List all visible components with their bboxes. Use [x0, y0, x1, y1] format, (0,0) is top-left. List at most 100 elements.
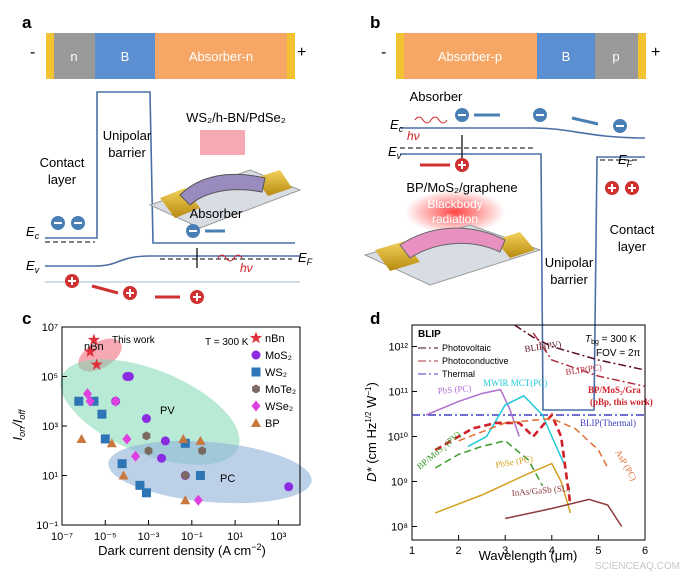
subscript: c [399, 124, 404, 134]
axis-title-part: I [10, 436, 25, 440]
line [434, 439, 544, 487]
symbol: E [618, 152, 627, 167]
barrier-label: Unipolar [103, 128, 152, 143]
line-label: PbS (PC) [437, 383, 472, 396]
point [111, 395, 121, 407]
contact-label: layer [48, 172, 77, 187]
point [97, 409, 107, 419]
line [532, 332, 645, 388]
legend-label: Photovoltaic [442, 343, 492, 353]
x-axis-title: Dark current density (A cm−2) [98, 542, 266, 558]
light [200, 130, 245, 155]
line-note: (pBp, this work) [590, 397, 653, 407]
x-tick-label: 2 [456, 545, 462, 557]
symbol: E [390, 117, 399, 132]
axis-title-part: (cm Hz [364, 423, 379, 468]
annotation: This work [112, 335, 156, 346]
axis-title-part: ) [262, 543, 266, 558]
point [178, 433, 189, 443]
radiation-label: Blackbody [427, 197, 482, 211]
contact-label: Contact [610, 222, 655, 237]
legend-label: WSe₂ [265, 401, 293, 413]
axis-title-part: W [364, 395, 379, 412]
line-label: BLIP(PC) [565, 362, 603, 377]
point [100, 434, 110, 444]
contact [396, 33, 404, 79]
layer-absorber [155, 33, 287, 79]
plot-lines [412, 325, 645, 527]
point [106, 438, 117, 448]
flake [179, 173, 266, 206]
line [458, 417, 609, 469]
point [144, 446, 153, 456]
barrier-label: Unipolar [545, 255, 594, 270]
photon [414, 116, 448, 124]
carriers [420, 108, 639, 195]
point [83, 345, 97, 358]
x-tick-label: 10¹ [227, 531, 243, 543]
barrier-label: barrier [108, 145, 146, 160]
ev-label: Ev [26, 258, 40, 275]
panel-a: a - + n B Absorber-n WS₂/h-BN/PdSe₂ Unip… [22, 13, 313, 304]
photon-label: hν [240, 261, 253, 275]
layer-b [95, 33, 155, 79]
x-tick-label: 3 [502, 545, 508, 557]
minus-sign: - [30, 44, 35, 61]
carriers [51, 216, 225, 304]
layer-label: p [612, 49, 619, 64]
point [160, 436, 170, 446]
layer-absorber [404, 33, 537, 79]
y-tick-label: 10⁻¹ [36, 520, 58, 532]
point [124, 372, 134, 381]
superscript: −1 [364, 386, 373, 396]
legend-label: WS₂ [265, 367, 287, 379]
point [252, 384, 260, 394]
point [74, 396, 84, 406]
ec-label: Ec [390, 117, 404, 134]
symbol: E [388, 144, 397, 159]
condition-label: FOV = 2π [596, 348, 641, 359]
point [117, 459, 127, 469]
point [118, 470, 129, 480]
legend-label: Thermal [442, 369, 475, 379]
ec-label: Ec [26, 224, 40, 241]
material-label: BP/MoS₂/graphene [406, 180, 517, 195]
annotation: PV [160, 405, 175, 417]
electrode [495, 232, 535, 258]
symbol: E [26, 258, 35, 273]
axis-title-part: D* [364, 466, 379, 481]
line [434, 412, 572, 506]
watermark: SCIENCEAQ.COM [595, 561, 680, 572]
x-tick-label: 6 [642, 545, 648, 557]
x-tick-label: 10⁻¹ [181, 531, 203, 543]
annotation: PC [220, 473, 235, 485]
subscript: on [17, 427, 27, 437]
y-tick-label: 10⁵ [41, 372, 58, 384]
layer-n [54, 33, 95, 79]
panel-label: c [22, 309, 31, 328]
conduction-band [400, 127, 646, 139]
subscript: F [307, 257, 313, 267]
symbol: E [26, 224, 35, 239]
radiation-label: radiation [432, 212, 478, 226]
layer-label: B [562, 49, 571, 64]
superscript: 1/2 [364, 411, 373, 423]
line-label: AsP (PC) [613, 448, 639, 482]
electrode [255, 170, 292, 196]
panel-label: d [370, 309, 380, 328]
contact [287, 33, 295, 79]
point [142, 431, 151, 441]
flake [399, 227, 506, 259]
layer-label: n [70, 49, 77, 64]
layer-label: Absorber-n [189, 49, 253, 64]
point [122, 433, 132, 445]
legend-label: nBn [265, 333, 285, 345]
point [195, 435, 206, 445]
point [157, 453, 167, 463]
ev-label: Ev [388, 144, 402, 161]
line [514, 325, 645, 371]
y-axis-title: Ion/Ioff [10, 408, 27, 440]
photon [217, 254, 243, 262]
x-tick-label: 10³ [270, 531, 286, 543]
ef-label: EF [298, 250, 313, 267]
